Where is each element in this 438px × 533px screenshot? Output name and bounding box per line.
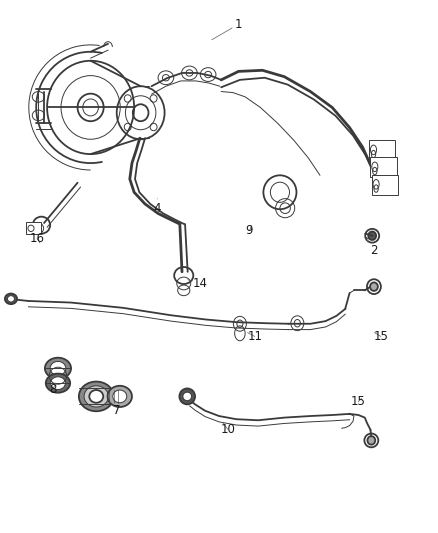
FancyBboxPatch shape: [371, 157, 396, 177]
Text: 11: 11: [247, 330, 262, 343]
Ellipse shape: [89, 390, 103, 403]
Text: 2: 2: [367, 240, 377, 257]
Text: 10: 10: [220, 423, 235, 436]
Ellipse shape: [5, 294, 17, 304]
FancyBboxPatch shape: [372, 175, 398, 195]
Ellipse shape: [45, 358, 71, 379]
Text: 1: 1: [212, 18, 242, 40]
FancyBboxPatch shape: [369, 140, 395, 160]
Text: 8: 8: [49, 383, 57, 396]
Ellipse shape: [7, 296, 14, 302]
Ellipse shape: [368, 231, 376, 240]
FancyBboxPatch shape: [26, 222, 41, 234]
Text: 7: 7: [110, 402, 120, 417]
Ellipse shape: [46, 374, 70, 393]
Ellipse shape: [113, 390, 127, 403]
Ellipse shape: [367, 436, 375, 445]
Ellipse shape: [183, 392, 191, 401]
Ellipse shape: [50, 377, 65, 390]
Text: 4: 4: [153, 199, 161, 215]
Text: 16: 16: [30, 232, 45, 245]
Text: 15: 15: [374, 330, 389, 343]
Ellipse shape: [84, 386, 109, 407]
Ellipse shape: [79, 382, 114, 411]
Ellipse shape: [370, 282, 378, 291]
Ellipse shape: [180, 389, 195, 405]
Text: 14: 14: [187, 277, 207, 290]
Text: 15: 15: [351, 395, 366, 408]
Ellipse shape: [50, 361, 66, 375]
Ellipse shape: [108, 386, 132, 407]
Text: 9: 9: [246, 224, 253, 237]
